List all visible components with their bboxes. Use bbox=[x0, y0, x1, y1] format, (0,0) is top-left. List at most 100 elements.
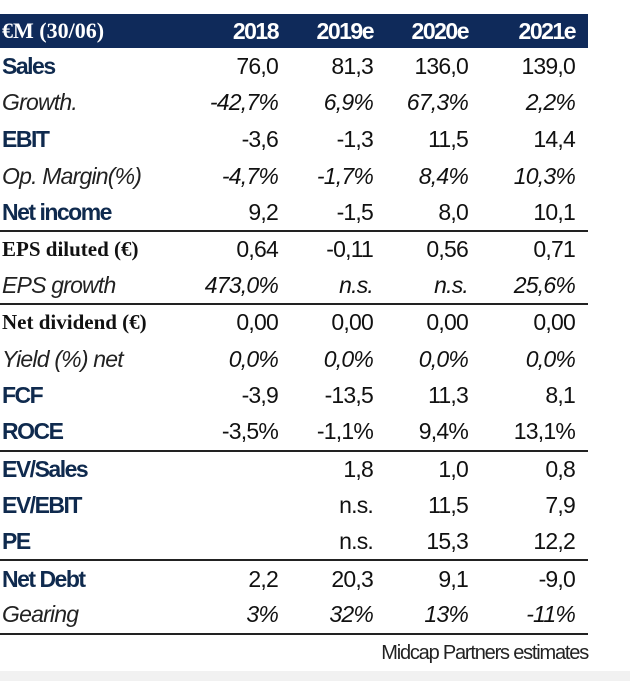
cell-value: 0,71 bbox=[533, 236, 575, 263]
cell-value: -1,1% bbox=[285, 413, 380, 452]
table-row: Net income 9,2 -1,5 8,0 10,1 bbox=[0, 194, 588, 232]
cell-value: -11% bbox=[475, 596, 588, 635]
cell-value: -4,7% bbox=[221, 162, 279, 189]
table-row: Gearing 3% 32% 13% -11% bbox=[0, 596, 588, 635]
cell-value: n.s. bbox=[285, 523, 380, 562]
cell-value: 81,3 bbox=[331, 52, 373, 79]
cell-value: 0,8 bbox=[545, 455, 575, 482]
cell-value: 76,0 bbox=[236, 52, 278, 79]
cell-value: 1,0 bbox=[438, 455, 468, 482]
cell-value: 25,6% bbox=[475, 267, 588, 306]
financial-summary-table: €M (30/06) 2018 2019e 2020e 2021e Sales 7… bbox=[0, 14, 588, 635]
row-label: EBIT bbox=[2, 125, 50, 152]
cell-value: n.s. bbox=[285, 267, 380, 306]
header-year: 2018 bbox=[232, 17, 280, 44]
cell-value: n.s. bbox=[339, 491, 374, 518]
table-row: EBIT -3,6 -1,3 11,5 14,4 bbox=[0, 121, 588, 158]
cell-value: 14,4 bbox=[533, 125, 575, 152]
cell-value: 13% bbox=[380, 596, 475, 635]
header-year: 2021e bbox=[518, 17, 577, 44]
cell-value: 0,0% bbox=[418, 345, 469, 372]
cell-value: 0,64 bbox=[236, 236, 278, 263]
cell-value: -3,5% bbox=[190, 413, 285, 452]
cell-value bbox=[190, 451, 285, 488]
cell-value: 0,0% bbox=[525, 345, 576, 372]
header-year: 2020e bbox=[411, 17, 470, 44]
cell-value: -1,5 bbox=[285, 194, 380, 232]
cell-value: -1,3 bbox=[336, 125, 374, 152]
table-row: PE n.s. 15,3 12,2 bbox=[0, 523, 588, 562]
table-row: Sales 76,0 81,3 136,0 139,0 bbox=[0, 48, 588, 85]
cell-value: 473,0% bbox=[190, 267, 285, 306]
cell-value bbox=[190, 487, 285, 524]
cell-value: 9,1 bbox=[438, 565, 468, 592]
cell-value: 67,3% bbox=[406, 89, 469, 116]
cell-value: 20,3 bbox=[331, 565, 373, 592]
cell-value: -3,6 bbox=[241, 125, 279, 152]
cell-value: 0,00 bbox=[533, 309, 575, 336]
cell-value: 10,1 bbox=[475, 194, 588, 232]
cell-value: 9,2 bbox=[190, 194, 285, 232]
cell-value: 0,0% bbox=[323, 345, 374, 372]
table-row: Yield (%) net 0,0% 0,0% 0,0% 0,0% bbox=[0, 341, 588, 378]
cell-value: 11,3 bbox=[428, 382, 469, 409]
cell-value: 15,3 bbox=[380, 523, 475, 562]
table-row: EV/EBIT n.s. 11,5 7,9 bbox=[0, 487, 588, 524]
cell-value: 1,8 bbox=[343, 455, 373, 482]
row-label: Gearing bbox=[0, 596, 190, 635]
row-label: Op. Margin(%) bbox=[2, 162, 142, 189]
bottom-margin bbox=[0, 671, 630, 681]
cell-value: n.s. bbox=[380, 267, 475, 306]
header-year: 2019e bbox=[316, 17, 375, 44]
cell-value: 139,0 bbox=[521, 52, 575, 79]
cell-value: 11,5 bbox=[428, 125, 469, 152]
cell-value: -1,7% bbox=[316, 162, 374, 189]
row-label: Net Debt bbox=[2, 565, 86, 592]
row-label: EPS growth bbox=[0, 267, 190, 306]
row-label: Growth. bbox=[2, 89, 78, 116]
cell-value: 2,2% bbox=[525, 89, 576, 116]
row-label: ROCE bbox=[0, 413, 190, 452]
cell-value: 8,1 bbox=[545, 382, 575, 409]
source-note: Midcap Partners estimates bbox=[381, 642, 589, 664]
cell-value: 12,2 bbox=[475, 523, 588, 562]
row-label: Yield (%) net bbox=[2, 345, 124, 372]
table-body: Sales 76,0 81,3 136,0 139,0 Growth. -42,7% 6,9%… bbox=[0, 48, 588, 635]
cell-value: -13,5 bbox=[324, 382, 374, 409]
row-label: EV/Sales bbox=[2, 455, 89, 482]
cell-value: 2,2 bbox=[248, 565, 278, 592]
row-label: EPS diluted (€) bbox=[2, 237, 139, 262]
table-row: EPS growth 473,0% n.s. n.s. 25,6% bbox=[0, 267, 588, 306]
cell-value: 9,4% bbox=[380, 413, 475, 452]
cell-value: -9,0 bbox=[538, 565, 576, 592]
cell-value: 13,1% bbox=[475, 413, 588, 452]
cell-value: -0,11 bbox=[326, 236, 374, 263]
cell-value: -3,9 bbox=[241, 382, 279, 409]
cell-value: -42,7% bbox=[209, 89, 279, 116]
cell-value: 6,9% bbox=[323, 89, 374, 116]
table-header-row: €M (30/06) 2018 2019e 2020e 2021e bbox=[0, 14, 588, 48]
table-row: EV/Sales 1,8 1,0 0,8 bbox=[0, 451, 588, 488]
table-row: FCF -3,9 -13,5 11,3 8,1 bbox=[0, 377, 588, 414]
cell-value: 136,0 bbox=[414, 52, 468, 79]
table-row: Growth. -42,7% 6,9% 67,3% 2,2% bbox=[0, 85, 588, 122]
table-row: ROCE -3,5% -1,1% 9,4% 13,1% bbox=[0, 413, 588, 452]
row-label: PE bbox=[0, 523, 190, 562]
row-label: EV/EBIT bbox=[2, 491, 82, 518]
cell-value bbox=[190, 523, 285, 562]
row-label: FCF bbox=[2, 382, 44, 409]
table-row: EPS diluted (€) 0,64 -0,11 0,56 0,71 bbox=[0, 231, 588, 268]
cell-value: 10,3% bbox=[513, 162, 576, 189]
cell-value: 7,9 bbox=[545, 491, 575, 518]
header-unit-label: €M (30/06) bbox=[2, 18, 105, 43]
table-row: Op. Margin(%) -4,7% -1,7% 8,4% 10,3% bbox=[0, 158, 588, 195]
cell-value: 8,4% bbox=[418, 162, 469, 189]
cell-value: 0,00 bbox=[426, 309, 468, 336]
table-row: Net dividend (€) 0,00 0,00 0,00 0,00 bbox=[0, 304, 588, 341]
cell-value: 0,00 bbox=[331, 309, 373, 336]
financial-table-container: €M (30/06) 2018 2019e 2020e 2021e Sales 7… bbox=[0, 14, 588, 635]
cell-value: 32% bbox=[285, 596, 380, 635]
cell-value: 0,0% bbox=[228, 345, 279, 372]
cell-value: 0,56 bbox=[426, 236, 468, 263]
table-row: Net Debt 2,2 20,3 9,1 -9,0 bbox=[0, 560, 588, 597]
